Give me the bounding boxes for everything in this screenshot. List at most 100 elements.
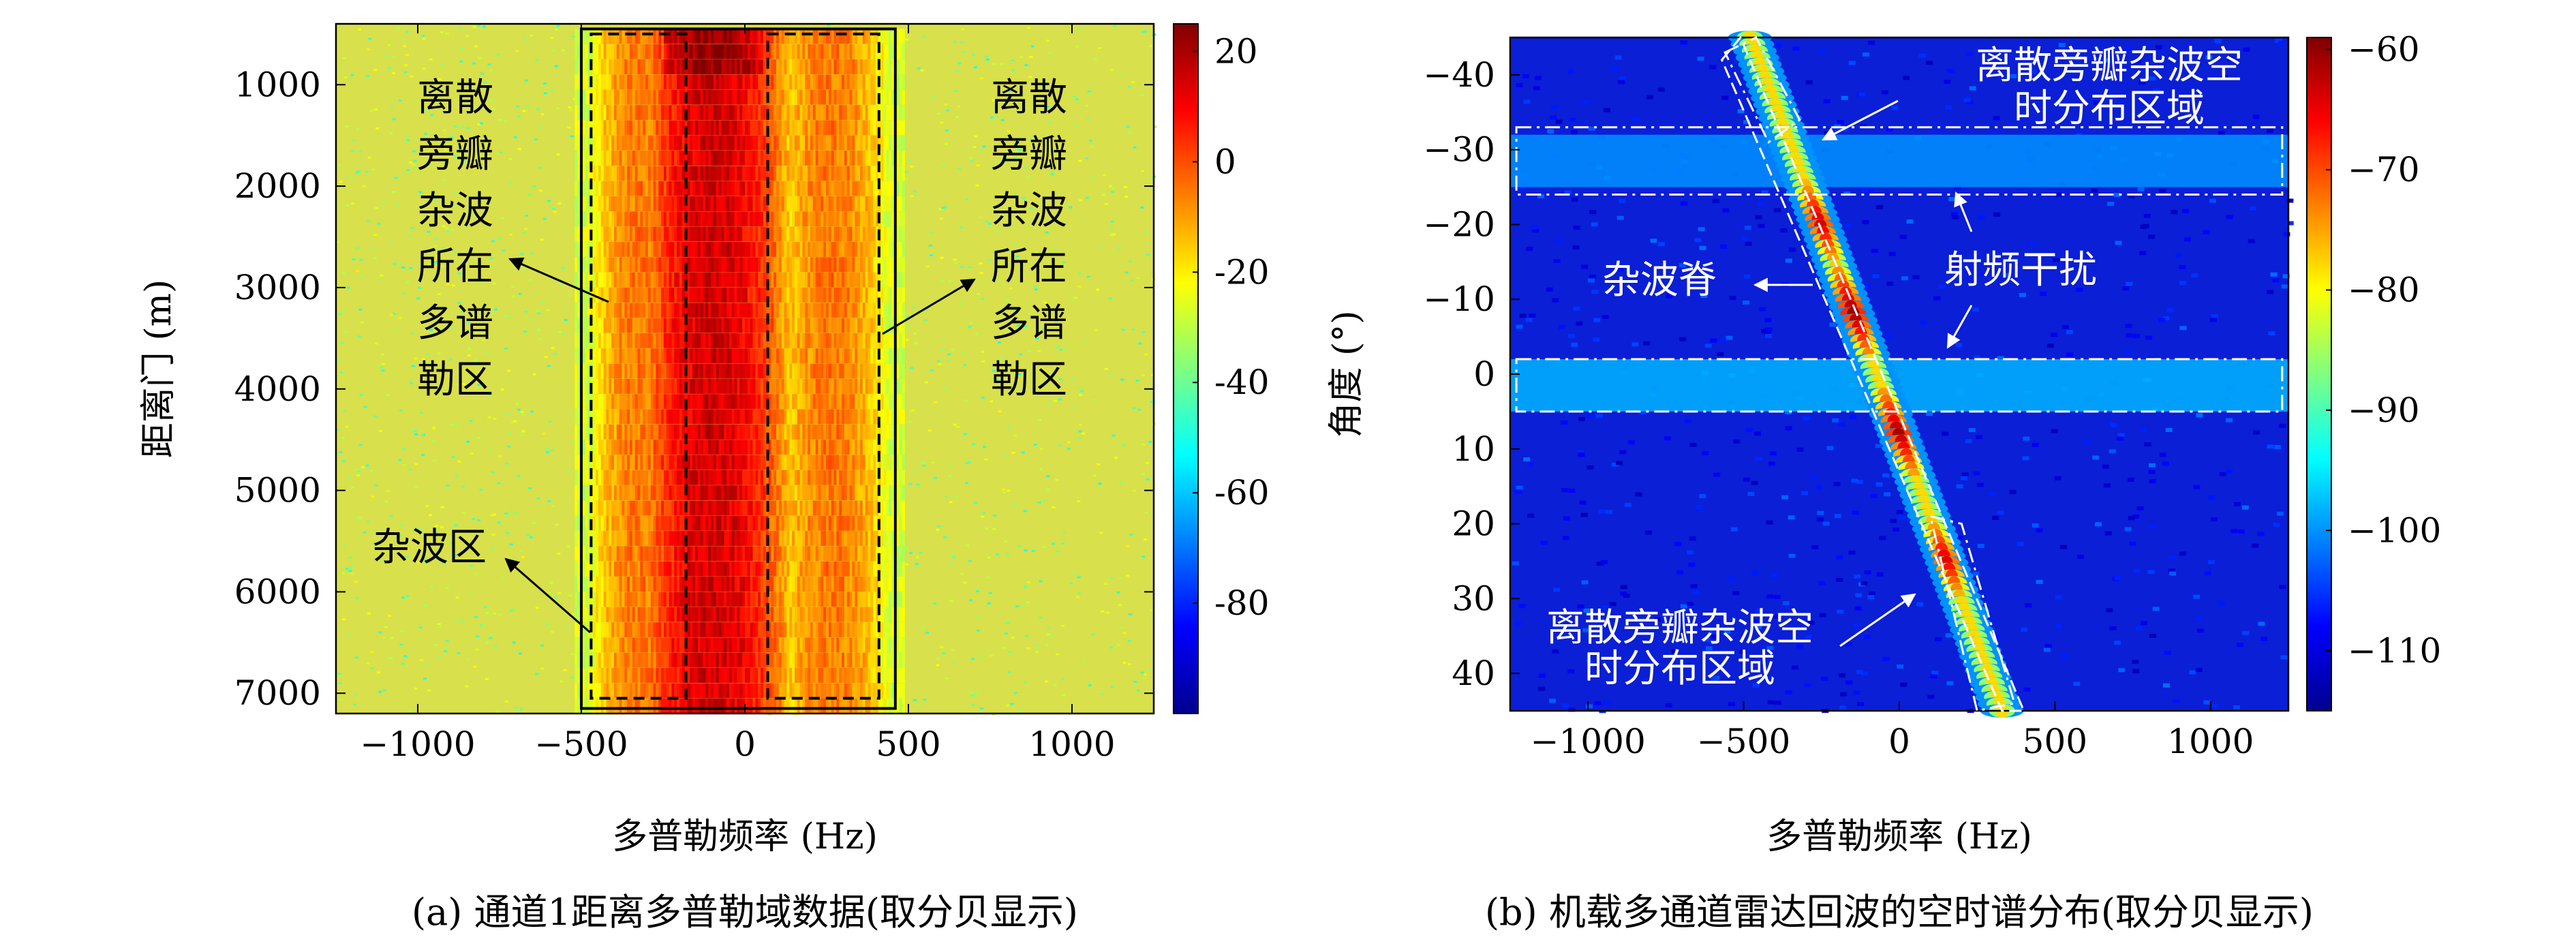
heatmap-cell (634, 440, 639, 455)
heatmap-cell (609, 242, 612, 257)
heatmap-cell (692, 151, 696, 166)
heatmap-cell (687, 242, 690, 257)
heatmap-cell (587, 44, 592, 59)
heatmap-cell (731, 500, 735, 516)
heatmap-cell (616, 348, 620, 364)
heatmap-cell (658, 74, 662, 90)
heatmap-cell (713, 196, 717, 211)
heatmap-cell (457, 272, 461, 275)
heatmap-cell (566, 625, 570, 628)
heatmap-cell (650, 181, 654, 196)
heatmap-cell (721, 546, 724, 562)
heatmap-cell (378, 278, 382, 281)
heatmap-cell (593, 181, 596, 196)
heatmap-cell (600, 698, 604, 714)
heatmap-cell (729, 44, 733, 59)
heatmap-cell (745, 668, 748, 683)
heatmap-cell (708, 409, 711, 425)
heatmap-cell (761, 196, 764, 211)
heatmap-cell (718, 455, 722, 470)
heatmap-cell (596, 151, 599, 166)
heatmap-cell (616, 135, 620, 151)
heatmap-cell (739, 683, 743, 699)
heatmap-cell (596, 546, 599, 562)
heatmap-cell (457, 302, 461, 305)
heatmap-cell (726, 166, 730, 181)
heatmap-cell (619, 135, 623, 151)
heatmap-cell (643, 303, 646, 318)
heatmap-cell (1094, 328, 1098, 331)
heatmap-cell (511, 420, 515, 423)
heatmap-cell (619, 120, 623, 136)
heatmap-cell (750, 242, 754, 257)
heatmap-cell (577, 59, 581, 75)
heatmap-cell (445, 32, 449, 35)
heatmap-cell (577, 652, 581, 668)
heatmap-cell (650, 363, 654, 379)
heatmap-cell (700, 363, 704, 379)
heatmap-cell (593, 561, 596, 577)
heatmap-cell (457, 150, 461, 153)
heatmap-cell (661, 424, 664, 440)
heatmap-cell (729, 272, 733, 288)
heatmap-cell (354, 597, 358, 600)
heatmap-cell (681, 394, 686, 410)
heatmap-cell (940, 121, 944, 124)
heatmap-cell (697, 166, 701, 181)
heatmap-cell (726, 135, 730, 151)
heatmap-cell (593, 135, 596, 151)
heatmap-cell (523, 268, 527, 271)
heatmap-cell (1021, 451, 1025, 454)
heatmap-cell (598, 333, 602, 348)
heatmap-cell (664, 394, 667, 410)
heatmap-cell (585, 59, 589, 75)
heatmap-cell (690, 29, 693, 44)
heatmap-cell (598, 607, 602, 622)
heatmap-cell (519, 708, 523, 711)
heatmap-cell (647, 272, 651, 288)
heatmap-cell (645, 363, 649, 379)
heatmap-cell (1049, 635, 1054, 638)
heatmap-cell (609, 470, 612, 485)
heatmap-cell (684, 577, 688, 592)
heatmap-cell (653, 89, 657, 105)
heatmap-cell (497, 455, 502, 458)
heatmap-cell (616, 394, 620, 410)
heatmap-cell (661, 622, 664, 638)
heatmap-cell (729, 592, 733, 607)
heatmap-cell (731, 652, 735, 668)
heatmap-cell (603, 74, 607, 90)
heatmap-cell (427, 263, 431, 266)
heatmap-cell (705, 363, 709, 379)
heatmap-cell (611, 257, 615, 273)
heatmap-cell (514, 512, 518, 515)
heatmap-cell (371, 248, 375, 251)
heatmap-cell (656, 378, 659, 394)
heatmap-cell (593, 394, 596, 410)
heatmap-cell (1144, 538, 1148, 541)
heatmap-cell (737, 29, 740, 44)
heatmap-cell (674, 424, 677, 440)
heatmap-cell (664, 561, 667, 577)
heatmap-cell (627, 287, 630, 303)
heatmap-cell (726, 455, 730, 470)
heatmap-cell (358, 308, 363, 311)
heatmap-cell (389, 132, 393, 135)
heatmap-cell (1046, 40, 1050, 42)
heatmap-cell (600, 622, 604, 638)
heatmap-cell (645, 698, 649, 714)
heatmap-cell (1127, 640, 1131, 643)
heatmap-cell (695, 257, 699, 273)
heatmap-cell (761, 135, 764, 151)
heatmap-cell (653, 683, 657, 699)
heatmap-cell (681, 303, 686, 318)
heatmap-cell (739, 409, 743, 425)
heatmap-cell (718, 470, 722, 485)
heatmap-cell (650, 59, 654, 75)
heatmap-cell (643, 135, 646, 151)
heatmap-cell (945, 495, 949, 498)
heatmap-cell (752, 607, 756, 622)
heatmap-cell (1086, 275, 1090, 278)
heatmap-cell (637, 409, 641, 425)
heatmap-cell (664, 424, 667, 440)
